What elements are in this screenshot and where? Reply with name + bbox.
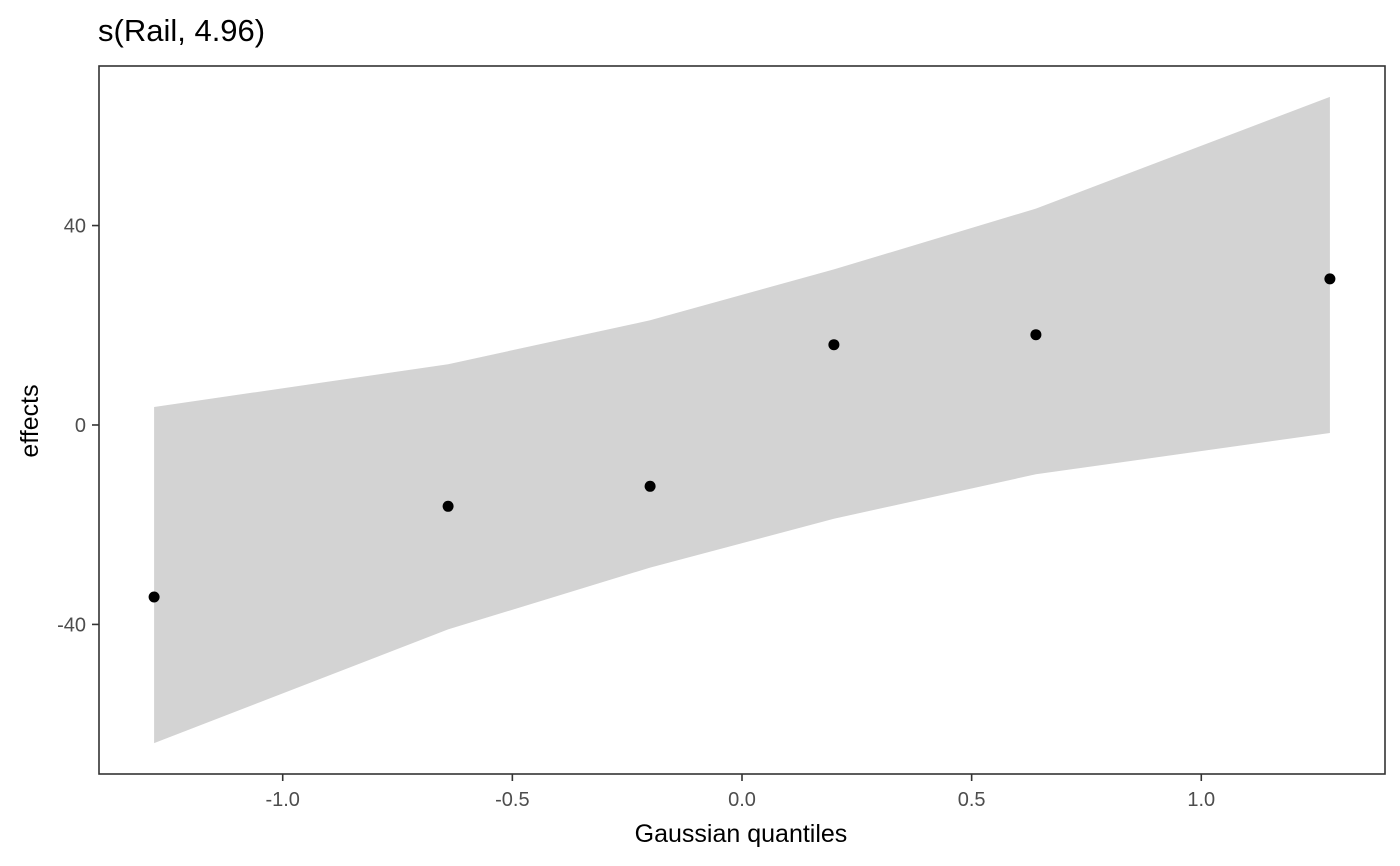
data-point-1 (148, 591, 160, 603)
data-point-3 (644, 480, 656, 492)
y-axis-title: effects (16, 384, 44, 457)
data-point-4 (828, 339, 840, 351)
confidence-band-layer (154, 96, 1330, 744)
data-point-5 (1030, 329, 1042, 341)
x-tick-label: -0.5 (495, 789, 529, 811)
x-tick-label: 0.5 (958, 789, 986, 811)
y-axis: -40 0 40 (57, 216, 99, 636)
chart-title: s(Rail, 4.96) (98, 13, 265, 48)
x-axis: -1.0 -0.5 0.0 0.5 1.0 (265, 774, 1215, 811)
data-point-6 (1324, 273, 1336, 285)
data-point-2 (442, 500, 454, 512)
x-axis-title: Gaussian quantiles (635, 820, 848, 848)
confidence-band (154, 96, 1330, 744)
points-layer (148, 273, 1336, 603)
x-tick-label: 1.0 (1187, 789, 1215, 811)
y-tick-label: 40 (64, 216, 86, 238)
y-tick-label: -40 (57, 614, 86, 636)
y-tick-label: 0 (75, 415, 86, 437)
x-tick-label: -1.0 (265, 789, 299, 811)
x-tick-label: 0.0 (728, 789, 756, 811)
